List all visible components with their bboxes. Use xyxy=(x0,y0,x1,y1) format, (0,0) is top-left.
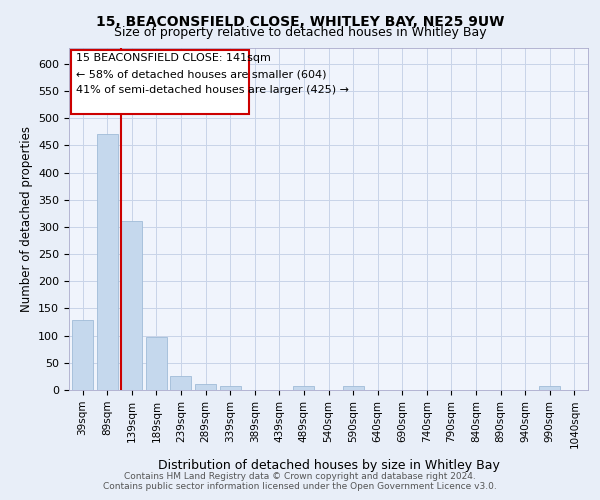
X-axis label: Distribution of detached houses by size in Whitley Bay: Distribution of detached houses by size … xyxy=(158,460,499,472)
Text: 15 BEACONSFIELD CLOSE: 141sqm: 15 BEACONSFIELD CLOSE: 141sqm xyxy=(76,54,271,64)
Bar xyxy=(72,320,93,390)
FancyBboxPatch shape xyxy=(71,50,248,114)
Y-axis label: Number of detached properties: Number of detached properties xyxy=(20,126,32,312)
Text: ← 58% of detached houses are smaller (604): ← 58% of detached houses are smaller (60… xyxy=(76,70,327,80)
Text: 41% of semi-detached houses are larger (425) →: 41% of semi-detached houses are larger (… xyxy=(76,85,349,95)
Text: Contains HM Land Registry data © Crown copyright and database right 2024.: Contains HM Land Registry data © Crown c… xyxy=(124,472,476,481)
Bar xyxy=(170,376,191,390)
Bar xyxy=(343,386,364,390)
Bar xyxy=(195,384,216,390)
Bar xyxy=(97,134,118,390)
Bar xyxy=(121,222,142,390)
Text: Size of property relative to detached houses in Whitley Bay: Size of property relative to detached ho… xyxy=(113,26,487,39)
Text: 15, BEACONSFIELD CLOSE, WHITLEY BAY, NE25 9UW: 15, BEACONSFIELD CLOSE, WHITLEY BAY, NE2… xyxy=(96,15,504,29)
Bar xyxy=(539,386,560,390)
Bar xyxy=(146,338,167,390)
Text: Contains public sector information licensed under the Open Government Licence v3: Contains public sector information licen… xyxy=(103,482,497,491)
Bar xyxy=(220,386,241,390)
Bar xyxy=(293,386,314,390)
